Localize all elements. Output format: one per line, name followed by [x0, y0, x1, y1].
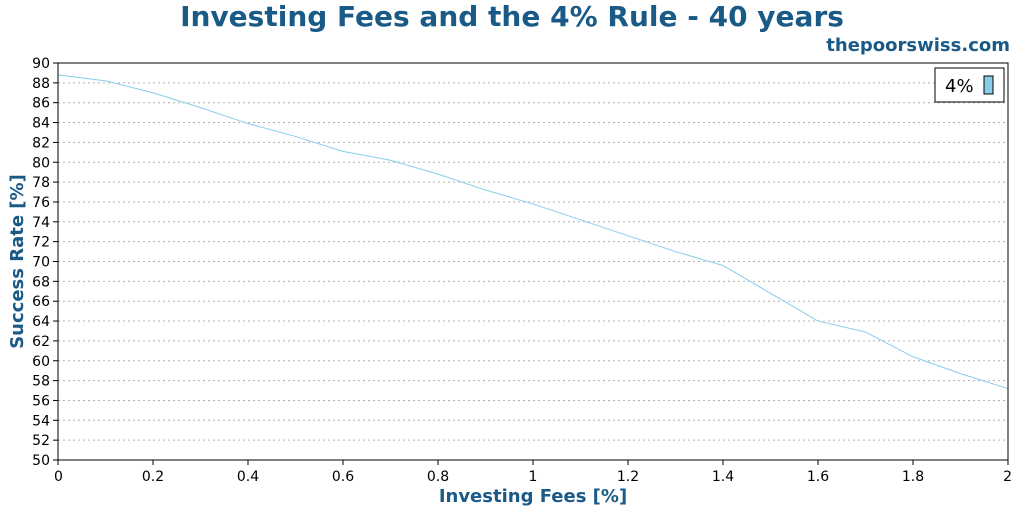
y-tick-label: 80 — [32, 155, 50, 171]
y-tick-label: 72 — [32, 235, 50, 251]
legend: 4% — [934, 67, 1005, 103]
x-tick-label: 1 — [529, 469, 538, 485]
y-tick-label: 52 — [32, 433, 50, 449]
y-tick-label: 70 — [32, 255, 50, 271]
axis-ticks: 50 52 54 56 58 60 62 64 66 68 70 72 74 76 78 80 82 84 86 88… — [32, 56, 1012, 485]
y-tick-label: 90 — [32, 56, 50, 72]
y-tick-label: 88 — [32, 76, 50, 92]
legend-swatch-4pct — [983, 75, 994, 95]
y-tick-label: 64 — [32, 314, 50, 330]
x-tick-label: 0.4 — [237, 469, 259, 485]
y-tick-label: 76 — [32, 195, 50, 211]
y-tick-label: 50 — [32, 453, 50, 469]
x-tick-label: 1.6 — [807, 469, 829, 485]
legend-label-4pct: 4% — [945, 76, 974, 97]
x-tick-label: 1.4 — [712, 469, 734, 485]
series-line-4pct — [57, 74, 1009, 390]
x-tick-label: 1.8 — [902, 469, 924, 485]
y-tick-label: 84 — [32, 116, 50, 132]
y-tick-label: 56 — [32, 393, 50, 409]
x-tick-label: 2 — [1003, 469, 1012, 485]
x-axis-title: Investing Fees [%] — [439, 486, 627, 507]
y-tick-label: 60 — [32, 354, 50, 370]
x-tick-label: 0.2 — [142, 469, 164, 485]
y-tick-label: 54 — [32, 413, 50, 429]
x-tick-label: 1.2 — [617, 469, 639, 485]
y-tick-label: 58 — [32, 374, 50, 390]
y-tick-label: 86 — [32, 96, 50, 112]
grid-lines — [58, 82, 1008, 441]
x-tick-label: 0.8 — [427, 469, 449, 485]
x-tick-label: 0.6 — [332, 469, 354, 485]
y-tick-label: 74 — [32, 215, 50, 231]
y-axis-title: Success Rate [%] — [7, 174, 28, 349]
watermark-text: thepoorswiss.com — [826, 35, 1010, 56]
x-tick-label: 0 — [54, 469, 63, 485]
y-tick-label: 62 — [32, 334, 50, 350]
chart-title: Investing Fees and the 4% Rule - 40 year… — [180, 0, 844, 33]
y-tick-label: 82 — [32, 135, 50, 151]
series-layer — [57, 74, 1009, 390]
y-tick-label: 66 — [32, 294, 50, 310]
y-tick-label: 78 — [32, 175, 50, 191]
y-tick-label: 68 — [32, 274, 50, 290]
